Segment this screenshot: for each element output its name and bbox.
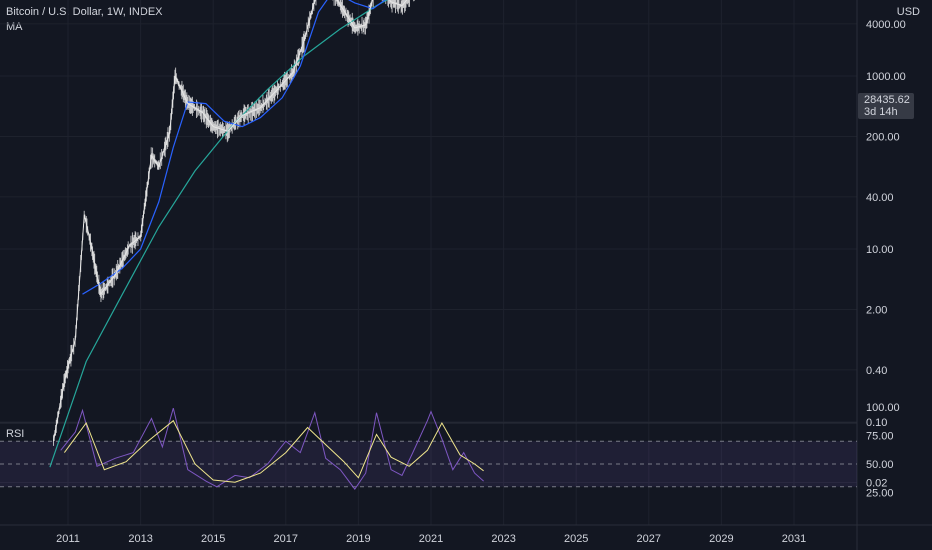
close-line <box>53 0 408 442</box>
ma-line[interactable] <box>82 0 482 295</box>
last-price-value: 28435.62 <box>864 94 910 106</box>
bar-countdown: 3d 14h <box>864 106 898 118</box>
rsi-indicator-label[interactable]: RSI <box>6 428 25 440</box>
rsi-line[interactable] <box>60 407 484 490</box>
price-lines <box>49 0 732 468</box>
chart-title: Bitcoin / U.S. Dollar, 1W, INDEX <box>6 6 163 18</box>
rsi-levels <box>0 440 857 488</box>
rsi-ma-line[interactable] <box>63 419 484 483</box>
time-axis[interactable]: 2011 2013 2015 2017 2019 2021 2023 2025 2027 2029… <box>56 533 806 545</box>
rsi-tick-label: 75.00 <box>866 431 894 443</box>
time-tick-label: 2015 <box>201 533 225 545</box>
last-price-badge: 28435.62 3d 14h <box>858 93 914 119</box>
time-tick-label: 2029 <box>709 533 733 545</box>
time-tick-label: 2031 <box>782 533 806 545</box>
price-tick-label: 2.00 <box>866 304 887 316</box>
price-tick-label: 0.02 <box>866 477 887 489</box>
price-tick-label: 1000.00 <box>866 71 906 83</box>
price-tick-label: 4000.00 <box>866 19 906 31</box>
time-tick-label: 2023 <box>491 533 515 545</box>
time-tick-label: 2021 <box>419 533 443 545</box>
price-tick-label: 10.00 <box>866 244 894 256</box>
time-tick-label: 2017 <box>274 533 298 545</box>
time-tick-label: 2027 <box>637 533 661 545</box>
price-tick-label: 0.10 <box>866 417 887 429</box>
time-tick-label: 2011 <box>56 533 80 545</box>
price-tick-label: 200.00 <box>866 131 900 143</box>
rsi-tick-label: 25.00 <box>866 488 894 500</box>
grid <box>0 0 857 525</box>
price-tick-label: 40.00 <box>866 192 894 204</box>
currency-label: USD <box>897 6 920 18</box>
rsi-axis[interactable]: 100.00 75.00 50.00 25.00 <box>866 402 900 500</box>
price-candles <box>53 0 415 446</box>
time-tick-label: 2019 <box>346 533 370 545</box>
trend-curve-line[interactable] <box>49 0 732 468</box>
rsi-lines <box>60 407 484 490</box>
rsi-tick-label: 100.00 <box>866 402 900 414</box>
price-axis[interactable]: USD 6000000.001600000.00400000.00100000.… <box>866 0 924 489</box>
price-tick-label: 0.40 <box>866 365 887 377</box>
time-tick-label: 2013 <box>128 533 152 545</box>
time-tick-label: 2025 <box>564 533 588 545</box>
rsi-tick-label: 50.00 <box>866 459 894 471</box>
